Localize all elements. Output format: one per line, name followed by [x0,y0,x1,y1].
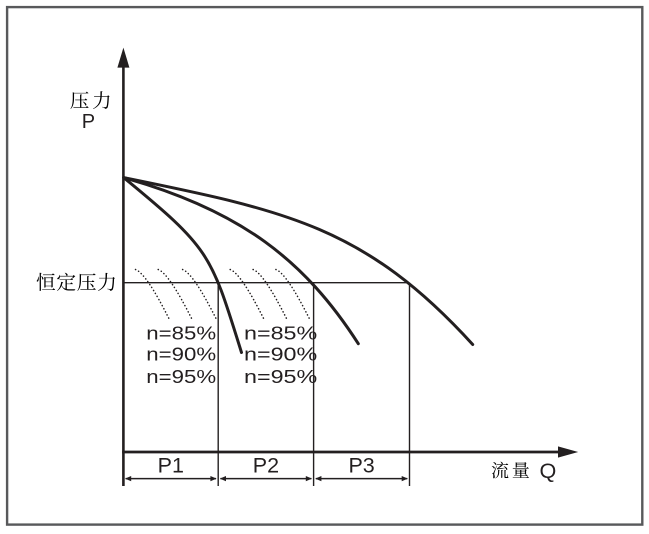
svg-text:n=85%: n=85% [146,322,216,343]
svg-text:P: P [82,111,95,133]
svg-text:n=95%: n=95% [244,366,317,387]
svg-text:P3: P3 [348,454,374,478]
svg-text:n=95%: n=95% [146,366,216,387]
svg-text:n=85%: n=85% [244,322,317,343]
svg-text:P2: P2 [253,454,279,478]
svg-text:Q: Q [540,460,557,483]
svg-text:n=90%: n=90% [146,344,216,365]
svg-text:P1: P1 [158,454,184,478]
svg-text:n=90%: n=90% [244,344,317,365]
